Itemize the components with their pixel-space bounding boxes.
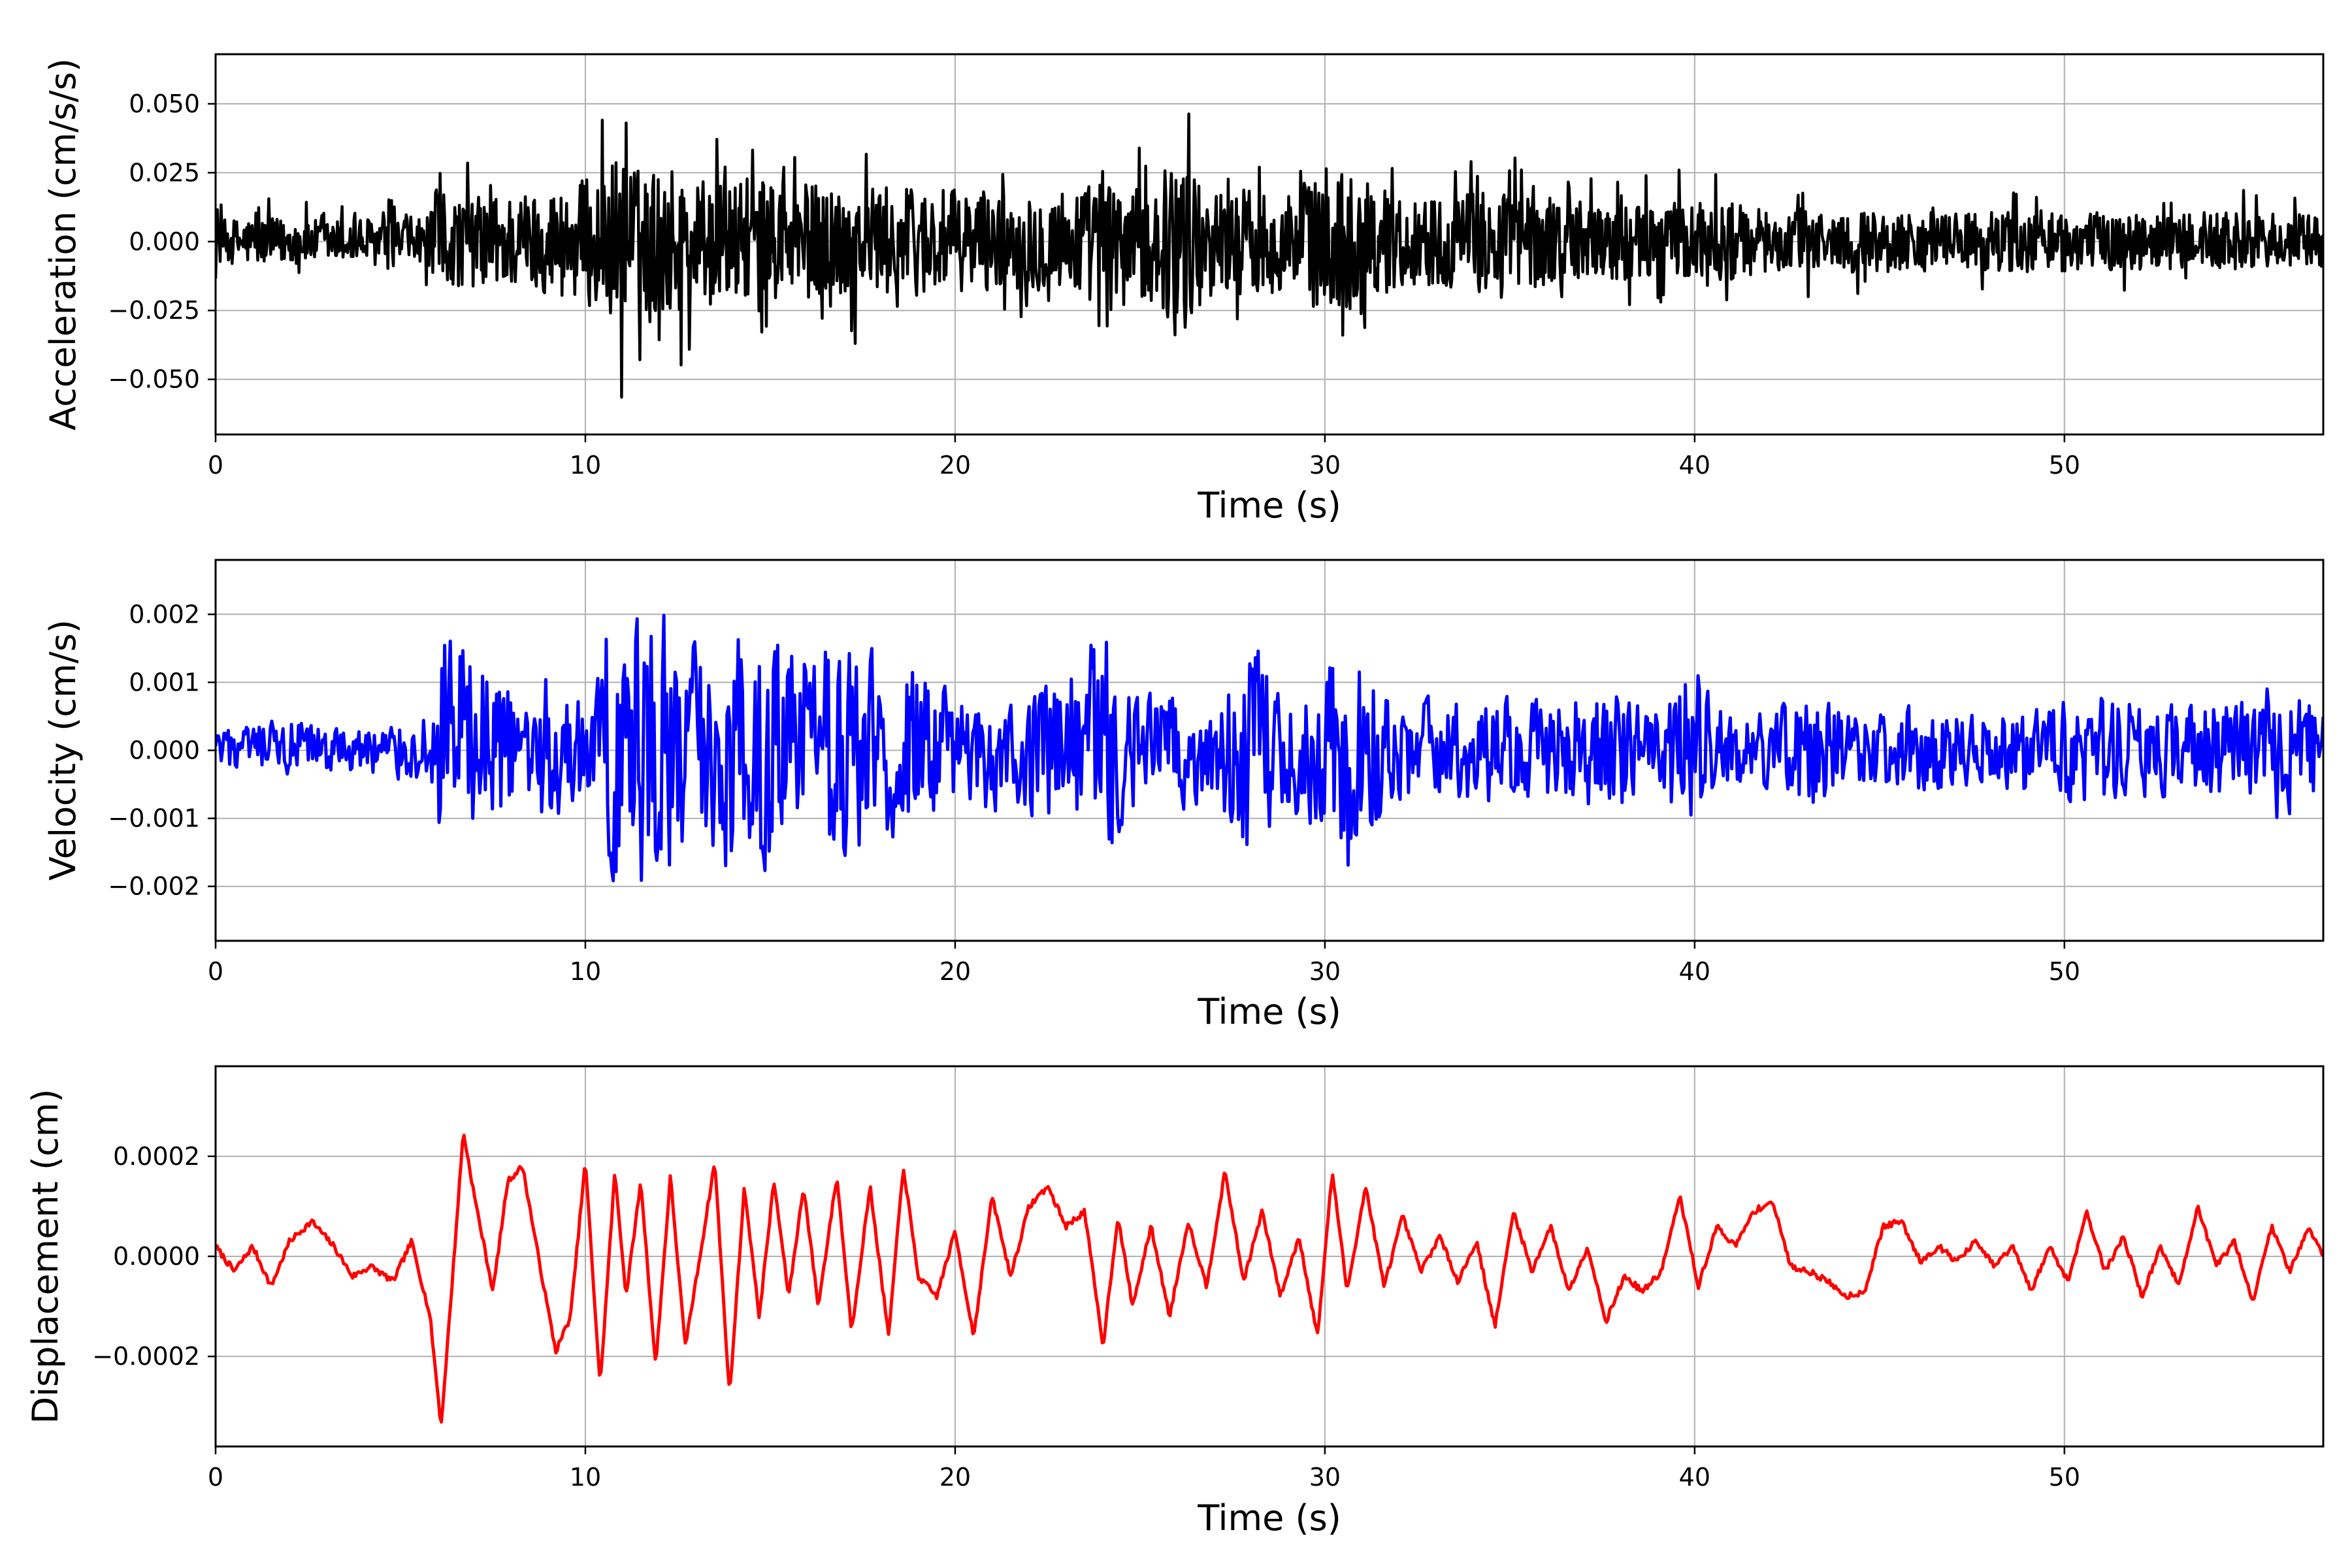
velocity-x-tick-label-2: 20 bbox=[939, 957, 971, 986]
velocity-x-tick-label-3: 30 bbox=[1309, 957, 1341, 986]
velocity-y-tick-label-0: 0.002 bbox=[129, 600, 200, 629]
velocity-y-tick-label-3: −0.001 bbox=[108, 804, 200, 833]
acceleration-y-axis-label: Acceleration (cm/s/s) bbox=[42, 58, 84, 431]
acceleration-x-axis-label: Time (s) bbox=[1197, 485, 1341, 526]
displacement-x-tick-label-2: 20 bbox=[939, 1463, 971, 1492]
acceleration-y-tick-label-3: −0.025 bbox=[108, 296, 200, 325]
velocity-y-ticks: 0.002 0.001 0.000 −0.001 −0.002 bbox=[108, 600, 216, 901]
displacement-x-tick-label-1: 10 bbox=[570, 1463, 601, 1492]
acceleration-x-tick-label-5: 50 bbox=[2049, 451, 2080, 480]
displacement-grid bbox=[215, 1066, 2323, 1446]
velocity-y-tick-label-2: 0.000 bbox=[129, 736, 200, 765]
displacement-y-axis-label: Displacement (cm) bbox=[25, 1089, 66, 1424]
acceleration-y-tick-label-1: 0.025 bbox=[129, 158, 200, 187]
velocity-x-ticks: 0 10 20 30 40 50 bbox=[208, 941, 2080, 986]
velocity-y-tick-label-4: −0.002 bbox=[108, 872, 200, 901]
acceleration-x-ticks: 0 10 20 30 40 50 bbox=[208, 434, 2080, 480]
acceleration-x-tick-label-4: 40 bbox=[1679, 451, 1710, 480]
velocity-y-tick-label-1: 0.001 bbox=[129, 668, 200, 696]
displacement-y-ticks: 0.0002 0.0000 −0.0002 bbox=[92, 1142, 216, 1371]
acceleration-x-tick-label-1: 10 bbox=[570, 451, 601, 480]
acceleration-trace bbox=[216, 112, 2323, 399]
displacement-x-tick-label-0: 0 bbox=[208, 1463, 223, 1492]
displacement-y-tick-label-2: −0.0002 bbox=[92, 1342, 200, 1371]
acceleration-x-tick-label-3: 30 bbox=[1309, 451, 1341, 480]
velocity-x-tick-label-0: 0 bbox=[208, 957, 223, 986]
displacement-trace bbox=[216, 1134, 2323, 1424]
displacement-x-axis-label: Time (s) bbox=[1197, 1497, 1341, 1539]
displacement-x-ticks: 0 10 20 30 40 50 bbox=[208, 1446, 2080, 1492]
velocity-x-tick-label-1: 10 bbox=[570, 957, 601, 986]
acceleration-y-ticks: 0.050 0.025 0.000 −0.025 −0.050 bbox=[108, 90, 216, 394]
displacement-x-tick-label-4: 40 bbox=[1679, 1463, 1710, 1492]
acceleration-series-line bbox=[216, 112, 2323, 399]
velocity-series-line bbox=[216, 613, 2323, 883]
acceleration-y-tick-label-0: 0.050 bbox=[129, 90, 200, 118]
displacement-series-line bbox=[216, 1134, 2323, 1424]
acceleration-plot-frame bbox=[214, 53, 2325, 436]
displacement-x-tick-label-3: 30 bbox=[1309, 1463, 1341, 1492]
velocity-panel: 0 10 20 30 40 50 0.0020.0010.000−0.001−0.002 … bbox=[42, 559, 2325, 1032]
displacement-x-tick-label-5: 50 bbox=[2049, 1463, 2080, 1492]
displacement-y-tick-label-1: 0.0000 bbox=[113, 1242, 200, 1271]
acceleration-panel: 0 10 20 30 40 50 0.0500.0250.000−0.025−0.050 … bbox=[42, 53, 2325, 526]
displacement-y-tick-label-0: 0.0002 bbox=[113, 1142, 200, 1171]
acceleration-x-tick-label-0: 0 bbox=[208, 451, 223, 480]
velocity-x-tick-label-5: 50 bbox=[2049, 957, 2080, 986]
velocity-y-axis-label: Velocity (cm/s) bbox=[42, 619, 84, 881]
velocity-trace bbox=[216, 613, 2323, 883]
acceleration-y-tick-label-4: −0.050 bbox=[108, 365, 200, 394]
velocity-x-axis-label: Time (s) bbox=[1197, 991, 1341, 1032]
acceleration-y-tick-label-2: 0.000 bbox=[129, 227, 200, 256]
velocity-x-tick-label-4: 40 bbox=[1679, 957, 1710, 986]
displacement-panel: 0 10 20 30 40 50 0.0002 0.0000 −0.0002 Time (s)… bbox=[25, 1065, 2325, 1539]
acceleration-x-tick-label-2: 20 bbox=[939, 451, 971, 480]
